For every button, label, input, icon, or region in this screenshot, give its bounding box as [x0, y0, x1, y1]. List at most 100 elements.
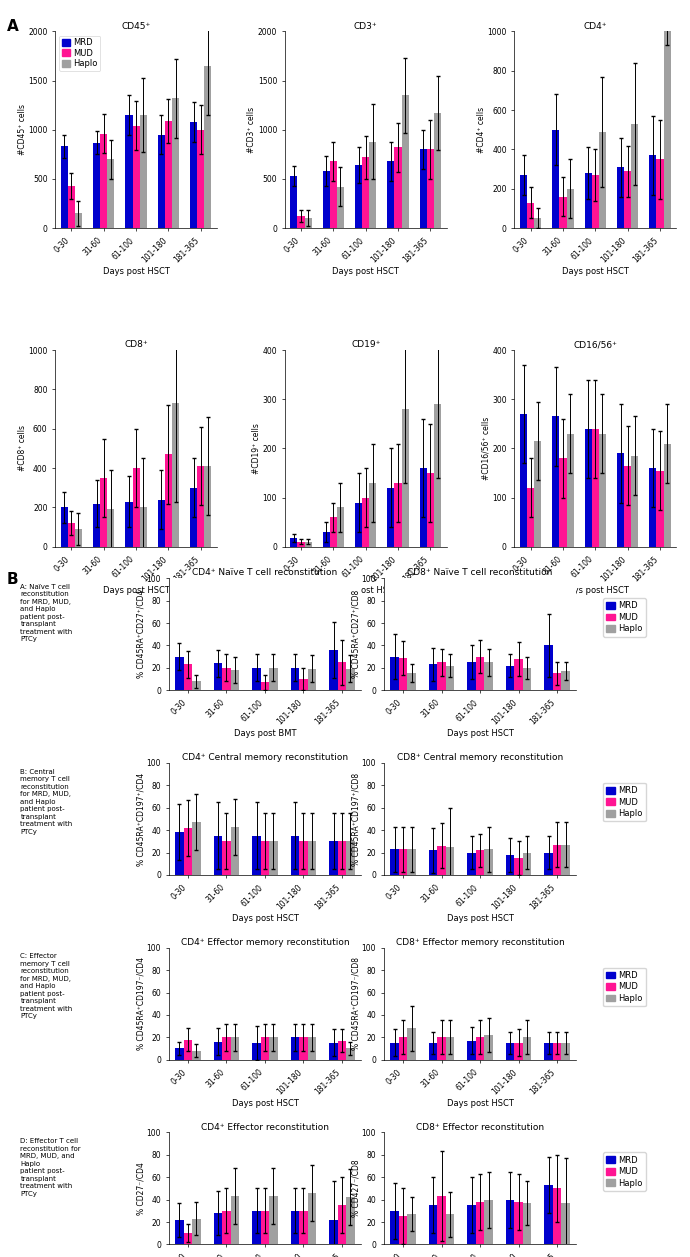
Bar [290, 538, 297, 547]
Bar [175, 1219, 184, 1244]
Bar [175, 832, 184, 875]
Bar [261, 841, 269, 875]
Bar [355, 165, 362, 228]
Bar [337, 187, 344, 228]
Bar [584, 429, 592, 547]
Bar [214, 1213, 222, 1244]
Legend: MRD, MUD, Haplo: MRD, MUD, Haplo [603, 598, 646, 637]
Bar [476, 1202, 484, 1244]
Bar [204, 466, 211, 547]
Bar [337, 508, 344, 547]
Bar [387, 488, 395, 547]
Bar [329, 1043, 337, 1060]
Bar [75, 214, 82, 228]
Bar [544, 1043, 553, 1060]
Bar [649, 156, 656, 228]
Bar [407, 1028, 416, 1060]
Bar [656, 160, 664, 228]
Bar [523, 1037, 531, 1060]
Bar [355, 503, 362, 547]
Bar [434, 405, 441, 547]
Legend: MRD, MUD, Haplo: MRD, MUD, Haplo [59, 35, 101, 70]
Bar [544, 1185, 553, 1244]
Bar [204, 65, 211, 228]
Bar [253, 1210, 261, 1244]
Bar [506, 665, 514, 690]
Bar [437, 662, 446, 690]
Bar [560, 196, 566, 228]
Bar [527, 202, 534, 228]
Bar [553, 845, 561, 875]
Bar [484, 662, 493, 690]
Bar [304, 542, 312, 547]
Bar [391, 1043, 399, 1060]
Bar [297, 542, 304, 547]
Bar [61, 147, 68, 228]
Bar [446, 1037, 454, 1060]
Bar [664, 0, 671, 228]
Bar [391, 1210, 399, 1244]
Bar [362, 157, 369, 228]
Bar [193, 822, 201, 875]
Text: A: Naïve T cell
reconstitution
for MRD, MUD,
and Haplo
patient post-
transplant
: A: Naïve T cell reconstitution for MRD, … [21, 583, 72, 642]
Bar [230, 670, 239, 690]
Bar [561, 1043, 570, 1060]
Y-axis label: #CD3⁺ cells: #CD3⁺ cells [248, 107, 257, 153]
Bar [420, 150, 427, 228]
Bar [261, 683, 269, 690]
Bar [399, 1217, 407, 1244]
Bar [75, 529, 82, 547]
Bar [402, 409, 408, 547]
Y-axis label: % CD45RA⁺CD197⁺/CD4: % CD45RA⁺CD197⁺/CD4 [136, 772, 145, 866]
Bar [362, 498, 369, 547]
Legend: MRD, MUD, Haplo: MRD, MUD, Haplo [603, 783, 646, 822]
Bar [520, 414, 527, 547]
Bar [299, 679, 308, 690]
X-axis label: Days post HSCT: Days post HSCT [333, 586, 399, 595]
Bar [253, 667, 261, 690]
Bar [514, 859, 523, 875]
Title: CD8⁺ Central memory reconstitution: CD8⁺ Central memory reconstitution [397, 753, 563, 762]
Bar [93, 504, 100, 547]
Bar [534, 441, 542, 547]
Y-axis label: % CD27⁻/CD4: % CD27⁻/CD4 [136, 1161, 145, 1214]
Bar [139, 508, 147, 547]
Bar [290, 667, 299, 690]
Bar [427, 150, 434, 228]
Bar [68, 186, 75, 228]
Bar [552, 129, 560, 228]
Bar [308, 1193, 316, 1244]
Bar [631, 124, 638, 228]
Bar [269, 841, 277, 875]
Bar [434, 113, 441, 228]
Title: CD8⁺: CD8⁺ [124, 341, 148, 349]
Title: CD19⁺: CD19⁺ [351, 341, 380, 349]
Bar [230, 827, 239, 875]
Bar [566, 434, 573, 547]
Bar [261, 1037, 269, 1060]
Bar [561, 671, 570, 690]
Bar [337, 841, 346, 875]
Bar [534, 219, 542, 228]
Bar [299, 841, 308, 875]
Bar [175, 656, 184, 690]
Bar [297, 216, 304, 228]
Bar [184, 1040, 193, 1060]
Bar [329, 1219, 337, 1244]
Bar [193, 681, 201, 690]
Bar [290, 1210, 299, 1244]
Bar [346, 669, 355, 690]
Bar [520, 175, 527, 228]
Bar [399, 657, 407, 690]
Bar [544, 852, 553, 875]
Bar [553, 1188, 561, 1244]
Bar [126, 502, 132, 547]
Bar [656, 470, 664, 547]
Bar [253, 1043, 261, 1060]
X-axis label: Days post HSCT: Days post HSCT [232, 1099, 298, 1107]
Bar [261, 1210, 269, 1244]
Bar [407, 674, 416, 690]
Title: CD4⁺ Effector reconstitution: CD4⁺ Effector reconstitution [201, 1123, 329, 1131]
Bar [484, 1199, 493, 1244]
Bar [552, 416, 560, 547]
